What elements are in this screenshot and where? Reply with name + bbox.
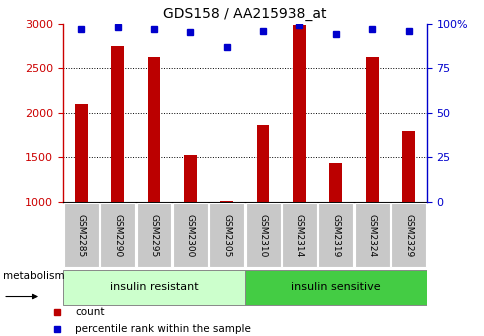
- Text: GSM2295: GSM2295: [149, 214, 158, 257]
- Bar: [100, 203, 135, 267]
- Bar: [354, 203, 389, 267]
- Bar: [292, 25, 305, 202]
- Bar: [365, 57, 378, 202]
- Bar: [111, 46, 124, 202]
- Bar: [183, 155, 197, 202]
- Text: count: count: [75, 307, 105, 318]
- Bar: [390, 203, 425, 267]
- Bar: [63, 270, 244, 305]
- Bar: [220, 201, 233, 202]
- Text: GSM2319: GSM2319: [331, 213, 340, 257]
- Text: GSM2285: GSM2285: [76, 214, 86, 257]
- Text: GSM2314: GSM2314: [294, 214, 303, 257]
- Bar: [256, 125, 269, 202]
- Text: insulin sensitive: insulin sensitive: [290, 282, 380, 292]
- Text: GSM2310: GSM2310: [258, 213, 267, 257]
- Text: metabolism: metabolism: [3, 271, 65, 281]
- Bar: [245, 203, 280, 267]
- Bar: [401, 131, 414, 202]
- Bar: [281, 203, 316, 267]
- Bar: [75, 104, 88, 202]
- Bar: [136, 203, 171, 267]
- Text: GSM2305: GSM2305: [222, 213, 231, 257]
- Text: GSM2290: GSM2290: [113, 214, 122, 257]
- Bar: [329, 163, 342, 202]
- Text: GSM2329: GSM2329: [403, 214, 412, 257]
- Text: GSM2324: GSM2324: [367, 214, 376, 257]
- Bar: [64, 203, 99, 267]
- Bar: [147, 57, 160, 202]
- Bar: [172, 203, 207, 267]
- Bar: [318, 203, 352, 267]
- Text: insulin resistant: insulin resistant: [109, 282, 198, 292]
- Bar: [209, 203, 243, 267]
- Text: percentile rank within the sample: percentile rank within the sample: [75, 324, 251, 334]
- Bar: [244, 270, 426, 305]
- Text: GSM2300: GSM2300: [185, 213, 195, 257]
- Title: GDS158 / AA215938_at: GDS158 / AA215938_at: [163, 7, 326, 21]
